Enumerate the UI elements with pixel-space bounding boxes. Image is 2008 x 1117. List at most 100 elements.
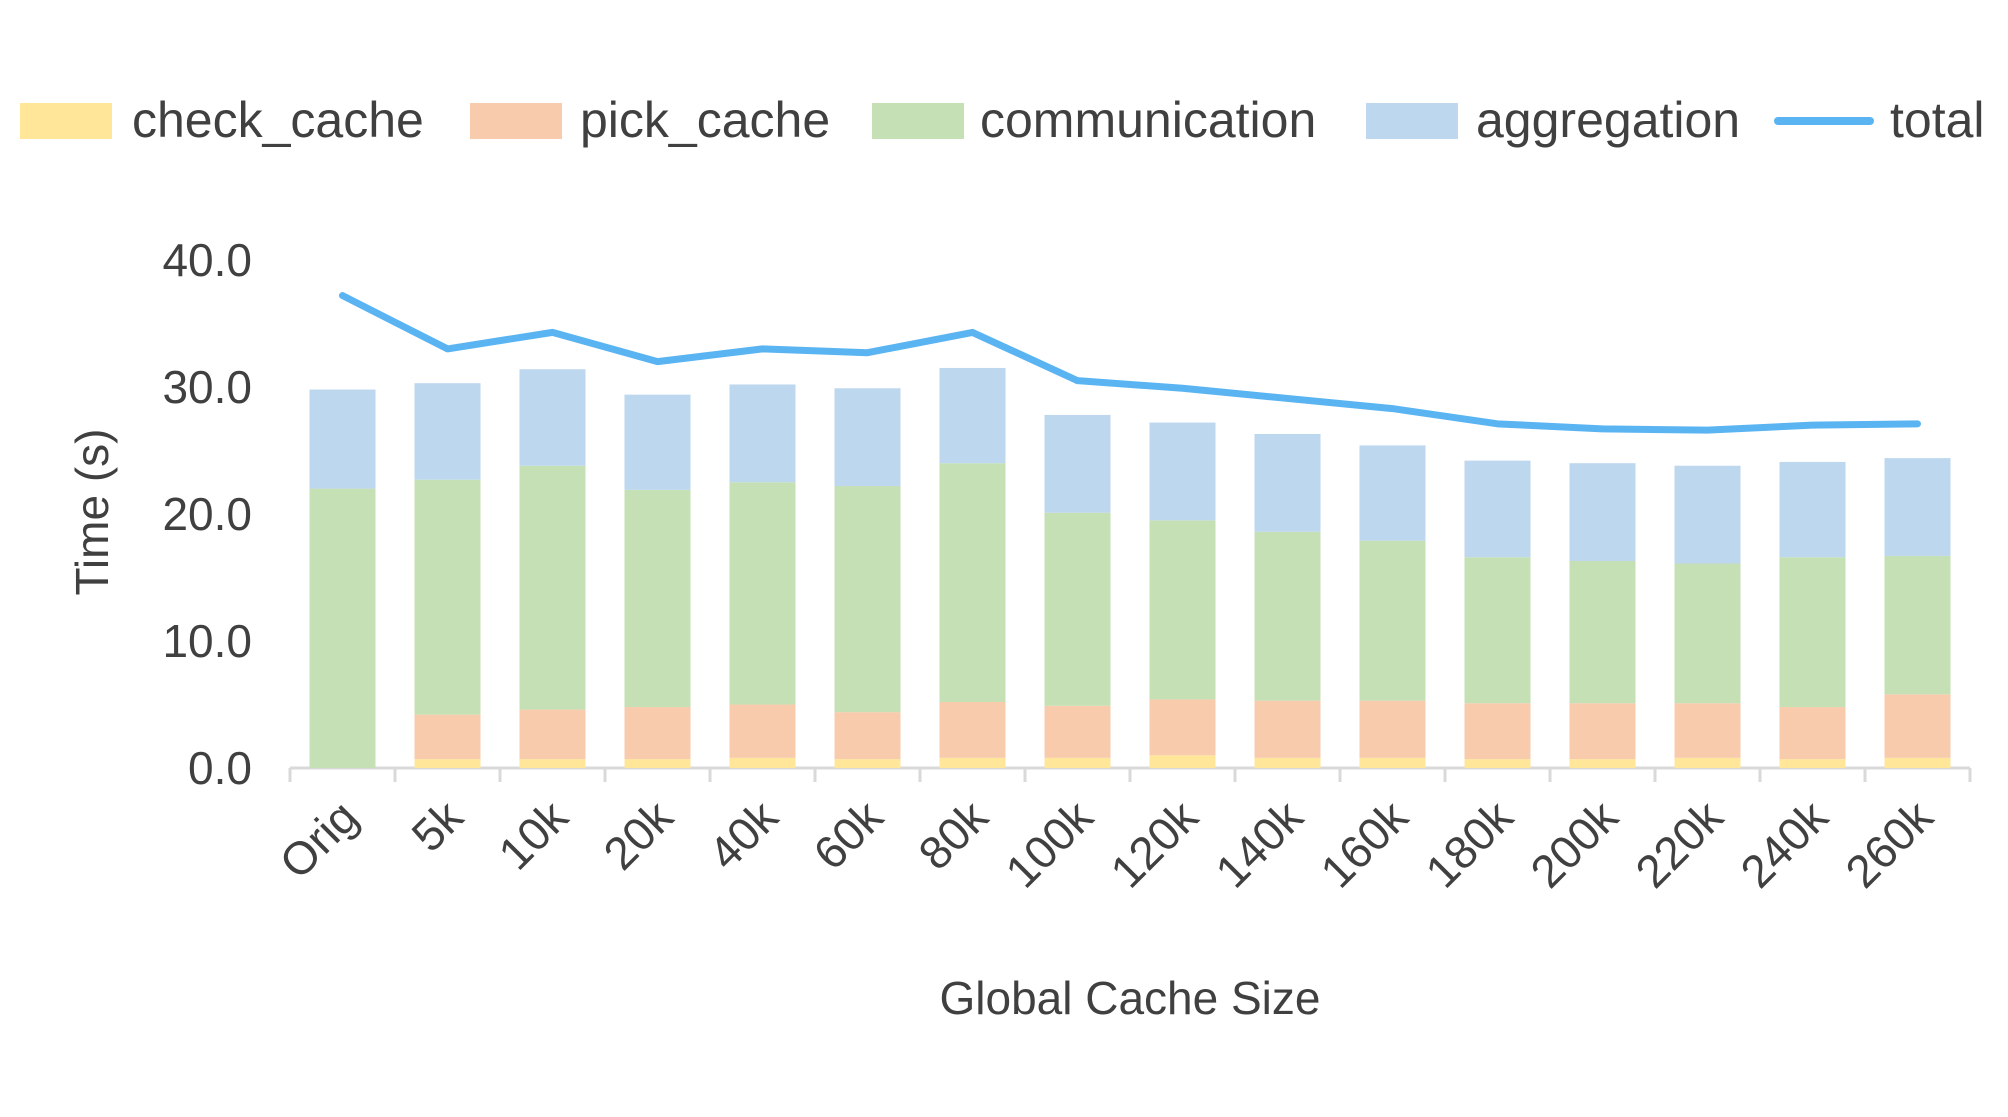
y-tick-label: 30.0 [162, 361, 252, 413]
bar-segment-aggregation [415, 383, 481, 480]
bar-segment-pick-cache [1570, 703, 1636, 759]
y-tick-label: 20.0 [162, 488, 252, 540]
legend-label: total [1890, 92, 1985, 148]
y-tick-label: 10.0 [162, 615, 252, 667]
bar-segment-communication [1150, 520, 1216, 699]
x-tick-label: 140k [1205, 790, 1313, 898]
bar-segment-pick-cache [1465, 703, 1531, 759]
legend-label: check_cache [132, 92, 424, 148]
x-tick-label: 80k [908, 790, 998, 880]
bar-segment-check-cache [625, 759, 691, 768]
x-axis-title: Global Cache Size [940, 972, 1321, 1024]
bar-segment-pick-cache [1045, 706, 1111, 758]
legend-item-total: total [1778, 92, 1985, 148]
bar-segment-communication [1675, 564, 1741, 704]
bar-segment-check-cache [1255, 758, 1321, 768]
legend-swatch [872, 103, 964, 139]
bar-segment-check-cache [1360, 758, 1426, 768]
bar-segment-communication [1465, 557, 1531, 703]
x-tick-label: 120k [1100, 790, 1208, 898]
bar-segment-communication [520, 466, 586, 710]
bar-segment-pick-cache [730, 705, 796, 758]
bar-segment-communication [1045, 513, 1111, 706]
bar-segment-aggregation [1570, 463, 1636, 561]
bar-segment-communication [730, 482, 796, 704]
x-tick-label: 20k [593, 790, 683, 880]
legend-swatch [470, 103, 562, 139]
bar-segment-aggregation [1465, 461, 1531, 558]
bar-segment-communication [310, 489, 376, 768]
x-tick-label: 40k [698, 790, 788, 880]
bar-segment-check-cache [940, 758, 1006, 768]
x-tick-label: 60k [803, 790, 893, 880]
bar-segment-pick-cache [1360, 701, 1426, 758]
legend-swatch [20, 103, 112, 139]
bar-segment-pick-cache [1780, 707, 1846, 759]
bar-segment-check-cache [1465, 759, 1531, 768]
x-tick-label: 220k [1625, 790, 1733, 898]
bar-segment-check-cache [1570, 759, 1636, 768]
bar-segment-pick-cache [1255, 701, 1321, 758]
x-tick-label: 160k [1310, 790, 1418, 898]
bar-segment-communication [415, 480, 481, 715]
legend-item-check-cache: check_cache [20, 92, 424, 148]
bar-segment-pick-cache [1675, 703, 1741, 758]
y-tick-label: 40.0 [162, 234, 252, 286]
bar-segment-communication [940, 463, 1006, 702]
legend-item-pick-cache: pick_cache [470, 92, 830, 148]
bar-segment-check-cache [1045, 758, 1111, 768]
bar-segment-communication [1255, 532, 1321, 701]
legend-label: pick_cache [580, 92, 830, 148]
legend-swatch [1366, 103, 1458, 139]
bar-segment-check-cache [835, 759, 901, 768]
bar-segment-communication [1360, 541, 1426, 701]
bar-segment-check-cache [520, 759, 586, 768]
legend-label: aggregation [1476, 92, 1740, 148]
legend-item-aggregation: aggregation [1366, 92, 1740, 148]
legend: check_cache pick_cache communication aggreg… [20, 92, 1985, 148]
bar-segment-communication [1570, 561, 1636, 703]
bar-segment-communication [835, 486, 901, 712]
bar-segment-aggregation [1150, 423, 1216, 521]
bar-segment-pick-cache [1885, 694, 1951, 758]
bar-segment-aggregation [1780, 462, 1846, 557]
x-tick-label: 100k [995, 790, 1103, 898]
bar-segment-pick-cache [625, 707, 691, 759]
bar-segment-communication [625, 490, 691, 707]
legend-label: communication [980, 92, 1316, 148]
bar-segment-pick-cache [1150, 699, 1216, 755]
bar-segment-communication [1885, 556, 1951, 694]
bar-segment-pick-cache [520, 710, 586, 760]
bar-segment-aggregation [1360, 445, 1426, 540]
bar-segment-aggregation [1885, 458, 1951, 556]
bar-segment-pick-cache [940, 702, 1006, 758]
y-axis-title: Time (s) [66, 429, 118, 596]
bar-segment-check-cache [1780, 759, 1846, 768]
bar-segment-check-cache [415, 759, 481, 768]
x-tick-label: 5k [401, 790, 473, 862]
x-tick-label: Orig [269, 790, 367, 888]
x-tick-label: 260k [1835, 790, 1943, 898]
bar-segment-check-cache [730, 758, 796, 768]
bar-segment-check-cache [1675, 758, 1741, 768]
bar-segment-pick-cache [835, 712, 901, 759]
bar-segment-aggregation [310, 390, 376, 489]
x-tick-label: 240k [1730, 790, 1838, 898]
y-tick-label: 0.0 [188, 742, 252, 794]
x-tick-label: 180k [1415, 790, 1523, 898]
x-tick-label: 10k [488, 790, 578, 880]
legend-item-communication: communication [872, 92, 1316, 148]
bar-segment-aggregation [1045, 415, 1111, 513]
bar-segment-aggregation [625, 395, 691, 490]
bar-segment-aggregation [520, 369, 586, 466]
bar-segment-aggregation [730, 384, 796, 482]
bar-segment-check-cache [1150, 755, 1216, 768]
x-tick-label: 200k [1520, 790, 1628, 898]
bar-segment-aggregation [940, 368, 1006, 463]
bar-segment-check-cache [1885, 758, 1951, 768]
bar-segment-aggregation [1255, 434, 1321, 532]
bar-segment-aggregation [1675, 466, 1741, 564]
bar-segment-pick-cache [415, 715, 481, 759]
